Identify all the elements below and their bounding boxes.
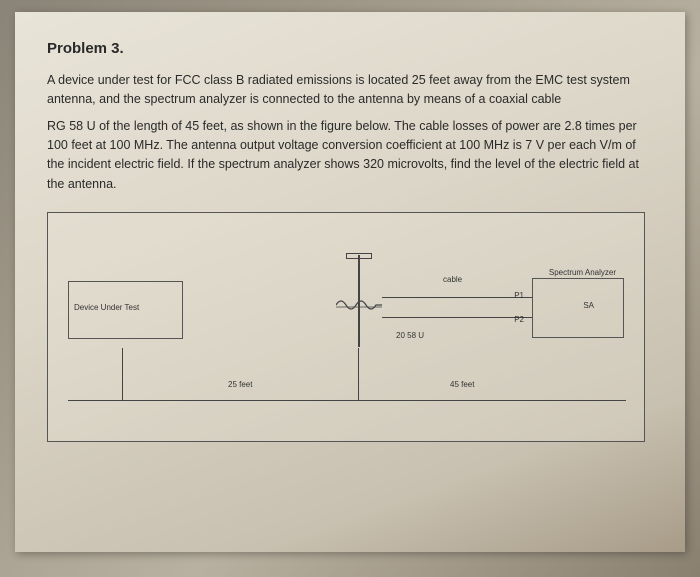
ground-line — [68, 400, 626, 402]
problem-paragraph-1: A device under test for FCC class B radi… — [47, 71, 653, 109]
dimension-45-label: 45 feet — [450, 380, 474, 389]
cable-line-bottom — [382, 317, 532, 318]
dut-label: Device Under Test — [74, 303, 139, 312]
dimension-line-left — [122, 348, 123, 401]
sa-label: SA — [583, 301, 594, 310]
antenna-top — [346, 253, 372, 259]
document-page: Problem 3. A device under test for FCC c… — [15, 12, 685, 552]
dimension-25-label: 25 feet — [228, 380, 252, 389]
p1-label: P1 — [514, 291, 524, 300]
p2-label: P2 — [514, 315, 524, 324]
figure-container: Device Under Test cable 20 58 U Spectrum… — [47, 212, 645, 442]
problem-paragraph-2: RG 58 U of the length of 45 feet, as sho… — [47, 117, 653, 195]
cable-type-label: 20 58 U — [396, 331, 424, 340]
cable-label: cable — [443, 275, 462, 284]
antenna-coil-icon — [336, 295, 382, 315]
analyzer-box — [532, 278, 624, 338]
problem-title: Problem 3. — [47, 40, 653, 57]
cable-line-top — [382, 297, 532, 298]
dimension-line-mid — [358, 348, 359, 401]
analyzer-label: Spectrum Analyzer — [549, 268, 616, 277]
